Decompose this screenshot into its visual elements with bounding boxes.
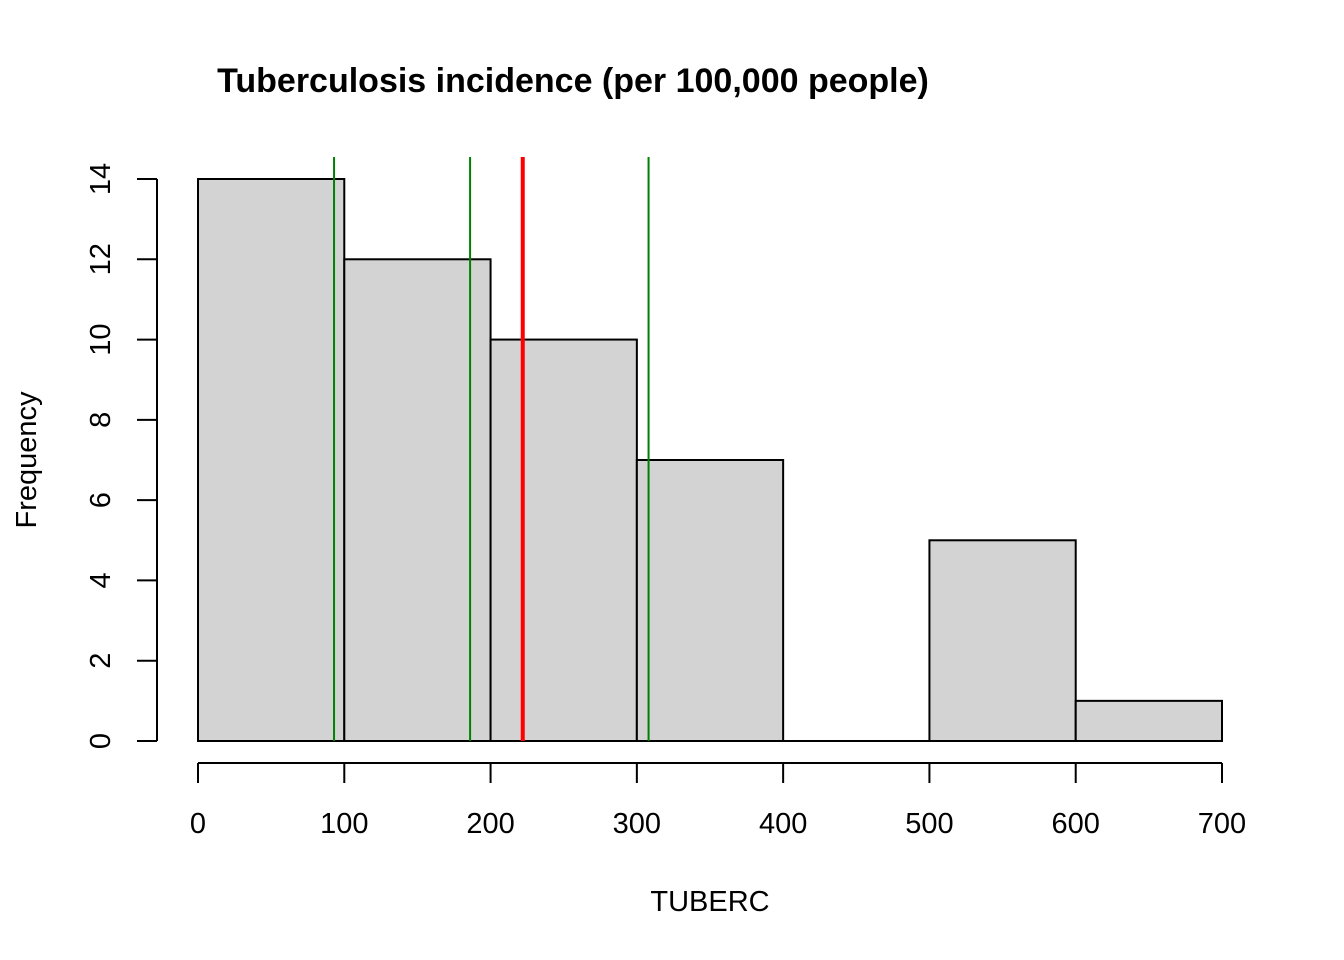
x-tick-label-5: 500 — [905, 808, 953, 840]
x-axis-title: TUBERC — [650, 886, 769, 918]
histogram-bar-3 — [635, 459, 785, 742]
histogram-bar-0 — [197, 178, 346, 742]
x-tick-label-0: 0 — [190, 808, 206, 840]
y-tick-label-1: 2 — [85, 653, 117, 669]
y-tick-label-2: 4 — [85, 572, 117, 588]
x-axis: 0 100 200 300 400 500 600 700 — [190, 762, 1246, 840]
y-tick-label-6: 12 — [85, 243, 117, 275]
x-tick-label-3: 300 — [613, 808, 661, 840]
histogram-bar-2 — [489, 338, 638, 742]
bars-layer — [197, 178, 1223, 742]
histogram-bar-5 — [928, 539, 1077, 742]
y-tick-label-5: 10 — [85, 323, 117, 355]
y-axis-title: Frequency — [11, 391, 43, 529]
histogram-bar-6 — [1074, 699, 1223, 742]
x-tick-label-4: 400 — [759, 808, 807, 840]
y-tick-label-7: 14 — [85, 163, 117, 195]
y-axis: 0 2 4 6 8 10 12 14 — [85, 163, 158, 749]
y-tick-label-3: 6 — [85, 492, 117, 508]
x-tick-label-6: 600 — [1052, 808, 1100, 840]
histogram-bar-1 — [343, 258, 492, 742]
chart-title: Tuberculosis incidence (per 100,000 peop… — [217, 62, 929, 100]
x-tick-label-1: 100 — [320, 808, 368, 840]
x-tick-label-2: 200 — [466, 808, 514, 840]
y-tick-label-4: 8 — [85, 412, 117, 428]
reference-lines-layer — [333, 157, 650, 741]
y-tick-label-0: 0 — [85, 733, 117, 749]
x-tick-label-7: 700 — [1198, 808, 1246, 840]
